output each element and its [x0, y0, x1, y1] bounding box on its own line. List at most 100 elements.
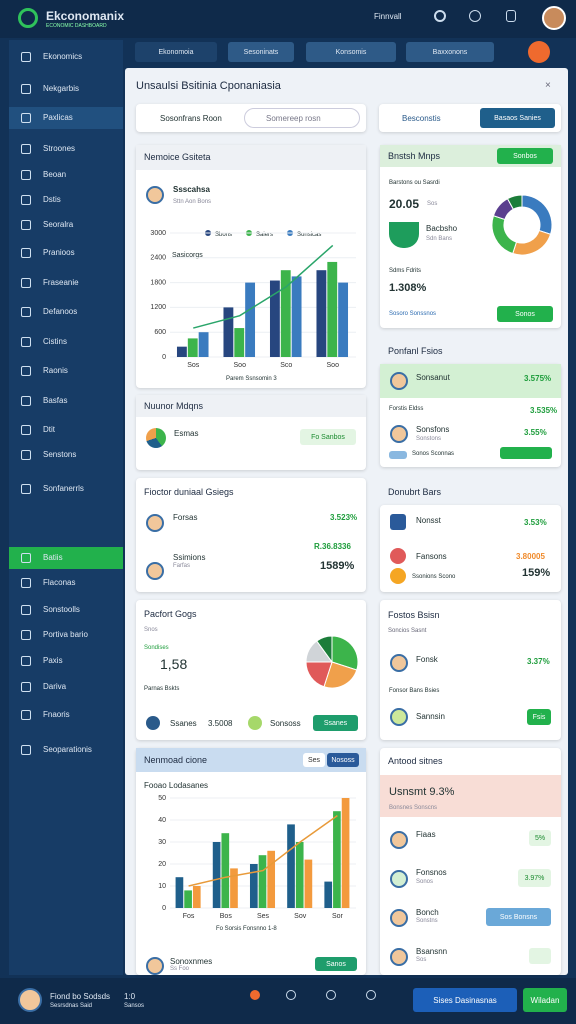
- toolbar-button[interactable]: Konsomis: [306, 42, 396, 62]
- sidebar-item[interactable]: Stroones: [9, 138, 123, 160]
- footer-user: Fiond bo Sodsds: [50, 992, 111, 1001]
- sidebar-icon: [21, 84, 31, 94]
- sidebar-item[interactable]: Fnaoris: [9, 704, 123, 726]
- sidebar-item[interactable]: Flaconas: [9, 572, 123, 594]
- toolbar-button[interactable]: Ekonomoia: [135, 42, 217, 62]
- y-tick-label: 3000: [150, 230, 166, 237]
- filter-label: Besconstis: [402, 114, 441, 123]
- sidebar-item[interactable]: Pranioos: [9, 242, 123, 264]
- sidebar-item[interactable]: Paxlicas: [9, 107, 123, 129]
- x-tick-label: Soo: [327, 362, 340, 369]
- y-tick-label: 40: [158, 817, 166, 824]
- bell-icon[interactable]: [506, 10, 516, 22]
- sidebar-item[interactable]: Dstis: [9, 189, 123, 211]
- filter-button[interactable]: Basaos Sanies: [480, 108, 555, 128]
- slice: [512, 229, 552, 256]
- sidebar-item[interactable]: Batiis: [9, 547, 123, 569]
- status-badge[interactable]: [528, 41, 550, 63]
- row-label: Sonsfons: [416, 425, 450, 434]
- slice: [323, 661, 358, 689]
- x-tick-label: Bos: [220, 913, 233, 920]
- bar: [192, 886, 201, 908]
- y-tick-label: 30: [158, 839, 166, 846]
- button[interactable]: Ssanes: [313, 715, 358, 731]
- sidebar-label: Paxlicas: [43, 113, 73, 122]
- row-value: 159%: [522, 567, 551, 579]
- profile-sub: Sttn Aon Bons: [173, 199, 212, 205]
- footer-button[interactable]: Wiladan: [523, 988, 567, 1012]
- bar: [267, 850, 276, 908]
- sidebar-item[interactable]: Sonstoolls: [9, 599, 123, 621]
- y-tick-label: 50: [158, 795, 166, 802]
- footer-icon[interactable]: [366, 990, 376, 1000]
- card-header: [136, 395, 366, 417]
- sidebar-item[interactable]: Sonfanerrls: [9, 478, 123, 500]
- footer-icon[interactable]: [326, 990, 336, 1000]
- icon: [390, 568, 406, 584]
- footer-icon[interactable]: [286, 990, 296, 1000]
- button[interactable]: Sonos: [497, 306, 553, 322]
- sidebar-label: Senstons: [43, 450, 77, 459]
- chart-caption: Parem Ssnsomin 3: [226, 376, 277, 382]
- sidebar-icon: [21, 220, 31, 230]
- sidebar-item[interactable]: Raonis: [9, 360, 123, 382]
- sidebar-item[interactable]: Seoralra: [9, 214, 123, 236]
- button[interactable]: Sanos: [315, 957, 357, 971]
- user-menu[interactable]: Finnvall: [374, 12, 402, 21]
- card-title: Donubrt Bars: [388, 487, 442, 497]
- card: [136, 478, 366, 592]
- legend-label: Sonsicas: [297, 232, 322, 238]
- stat-label: Barstons ou Sasrdi: [389, 180, 440, 186]
- bar: [338, 282, 349, 357]
- tab[interactable]: Ses: [303, 753, 325, 767]
- sidebar-item[interactable]: Fraseanie: [9, 272, 123, 294]
- sidebar-label: Pranioos: [43, 248, 75, 257]
- sidebar-item[interactable]: Dtit: [9, 419, 123, 441]
- sidebar-item[interactable]: Basfas: [9, 390, 123, 412]
- sidebar-item[interactable]: Senstons: [9, 444, 123, 466]
- close-icon[interactable]: ×: [545, 80, 551, 91]
- sidebar-item[interactable]: Ekonomics: [9, 46, 123, 68]
- row-value: 3.55%: [524, 428, 547, 437]
- button[interactable]: [529, 948, 551, 964]
- stat-value: 20.05: [389, 197, 420, 211]
- button[interactable]: Fo Sanbos: [300, 429, 356, 445]
- footer-button[interactable]: Sises Dasinasnas: [413, 988, 517, 1012]
- search-icon[interactable]: [434, 10, 446, 22]
- row-highlight: [380, 364, 561, 398]
- sidebar-item[interactable]: Defanoos: [9, 301, 123, 323]
- button[interactable]: [500, 447, 552, 459]
- sidebar-item[interactable]: Cistins: [9, 331, 123, 353]
- card-sub: Soncios Sasnt: [388, 628, 427, 634]
- bar: [245, 282, 256, 357]
- tab[interactable]: Nososs: [327, 753, 359, 767]
- search-input[interactable]: [244, 108, 360, 128]
- row-percent: 1589%: [320, 560, 355, 572]
- sidebar-icon: [21, 578, 31, 588]
- footer-user-sub: Sesrsdnas Said: [50, 1003, 93, 1009]
- button[interactable]: Sonbos: [497, 148, 553, 164]
- footer-icon[interactable]: [250, 990, 260, 1000]
- button[interactable]: Sos Bonsns: [486, 908, 551, 926]
- sidebar-item[interactable]: Nekgarbis: [9, 78, 123, 100]
- search-placeholder: Somereep rosn: [266, 114, 321, 123]
- sidebar-item[interactable]: Beoan: [9, 164, 123, 186]
- sidebar-icon: [21, 278, 31, 288]
- sidebar-item[interactable]: Seoparationis: [9, 739, 123, 761]
- row-label: Sonsanut: [416, 373, 450, 382]
- toolbar-button[interactable]: Baxxonons: [406, 42, 494, 62]
- legend-label: Saiers: [256, 232, 274, 238]
- sidebar-item[interactable]: Portiva bario: [9, 624, 123, 646]
- sidebar-item[interactable]: Paxis: [9, 650, 123, 672]
- x-tick-label: Soo: [234, 362, 247, 369]
- bar: [324, 881, 333, 908]
- row-value: 3.80005: [516, 552, 545, 561]
- sidebar-label: Sonstoolls: [43, 605, 80, 614]
- link[interactable]: Sosoro Sonssnos: [389, 311, 437, 317]
- x-tick-label: Sov: [294, 913, 307, 920]
- button[interactable]: Fsis: [527, 709, 551, 725]
- info-icon[interactable]: [469, 10, 481, 22]
- sidebar-item[interactable]: Dariva: [9, 676, 123, 698]
- avatar[interactable]: [542, 6, 566, 30]
- toolbar-button[interactable]: Sesoninats: [228, 42, 294, 62]
